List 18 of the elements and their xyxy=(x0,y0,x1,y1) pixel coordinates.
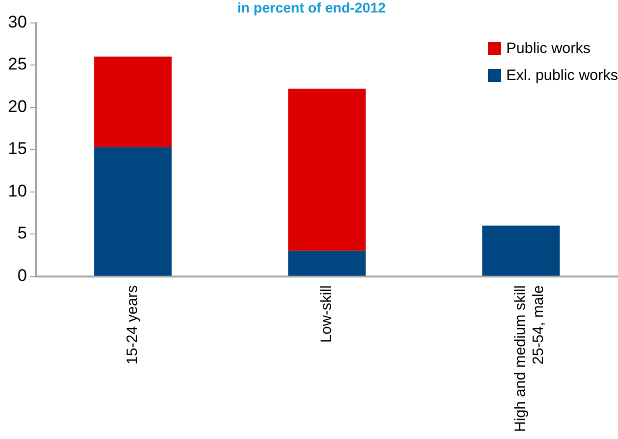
bar xyxy=(288,250,366,276)
y-tick-label: 10 xyxy=(8,181,27,200)
legend-label: Exl. public works xyxy=(506,67,618,84)
y-tick-label: 5 xyxy=(17,224,27,243)
y-tick-label: 20 xyxy=(8,96,27,116)
y-tick-label: 30 xyxy=(8,12,27,32)
x-tick-label: Low-skill xyxy=(318,285,336,343)
x-tick-label: High and medium skill 25-54, male xyxy=(512,285,548,432)
x-tick-label: 15-24 years xyxy=(124,285,142,364)
y-tick-label: 15 xyxy=(8,139,27,158)
bar xyxy=(94,56,172,147)
legend-label: Public works xyxy=(506,40,590,57)
bar xyxy=(482,226,560,276)
chart-title: in percent of end-2012 xyxy=(237,0,386,16)
y-tick-label: 0 xyxy=(17,266,27,285)
bar xyxy=(288,88,366,251)
y-tick-label: 25 xyxy=(8,54,27,74)
bar xyxy=(94,147,172,276)
